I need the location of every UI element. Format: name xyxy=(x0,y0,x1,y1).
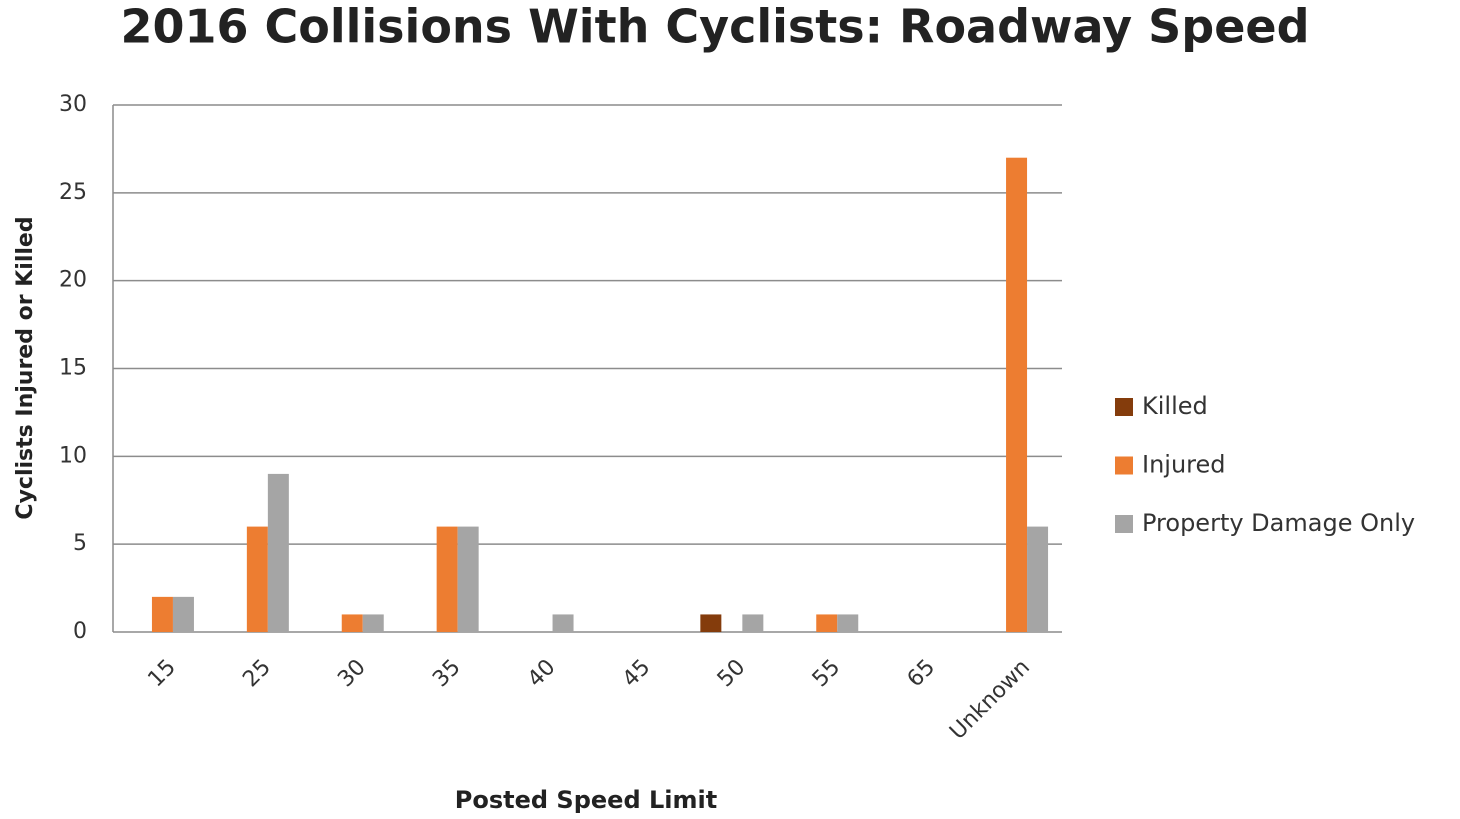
x-tick-label: 40 xyxy=(523,655,560,692)
bar xyxy=(246,526,268,632)
bar xyxy=(436,526,458,632)
x-tick-label: 35 xyxy=(428,655,465,692)
bar xyxy=(267,473,289,632)
bar xyxy=(837,614,859,632)
x-tick-label: 30 xyxy=(333,655,370,692)
bar xyxy=(816,614,838,632)
bar xyxy=(1027,526,1049,632)
bar xyxy=(362,614,384,632)
x-tick-label: 50 xyxy=(713,655,750,692)
legend-swatch xyxy=(1115,398,1133,416)
bar xyxy=(457,526,479,632)
chart-title: 2016 Collisions With Cyclists: Roadway S… xyxy=(120,0,1309,54)
y-tick-label: 15 xyxy=(59,356,87,381)
y-tick-label: 20 xyxy=(59,268,87,293)
bar xyxy=(1006,157,1028,632)
bar xyxy=(700,614,722,632)
bar xyxy=(742,614,764,632)
legend-label: Property Damage Only xyxy=(1142,509,1415,537)
bar xyxy=(341,614,363,632)
bar xyxy=(552,614,574,632)
x-tick-label: 15 xyxy=(143,655,180,692)
legend-swatch xyxy=(1115,515,1133,533)
x-tick-label: 25 xyxy=(238,655,275,692)
y-tick-label: 5 xyxy=(73,531,87,556)
bar xyxy=(151,596,173,632)
y-tick-label: 30 xyxy=(59,92,87,117)
legend-label: Injured xyxy=(1142,451,1226,479)
legend-swatch xyxy=(1115,456,1133,475)
y-tick-label: 10 xyxy=(59,443,87,468)
x-tick-label: Unknown xyxy=(945,655,1035,745)
legend-label: Killed xyxy=(1142,392,1208,420)
bar xyxy=(172,596,194,632)
x-tick-label: 65 xyxy=(903,655,940,692)
x-axis-label: Posted Speed Limit xyxy=(455,786,717,814)
y-tick-label: 0 xyxy=(73,619,87,644)
y-tick-label: 25 xyxy=(59,180,87,205)
y-axis-label: Cyclists Injured or Killed xyxy=(13,216,38,519)
x-tick-label: 45 xyxy=(618,655,655,692)
x-tick-label: 55 xyxy=(808,655,845,692)
